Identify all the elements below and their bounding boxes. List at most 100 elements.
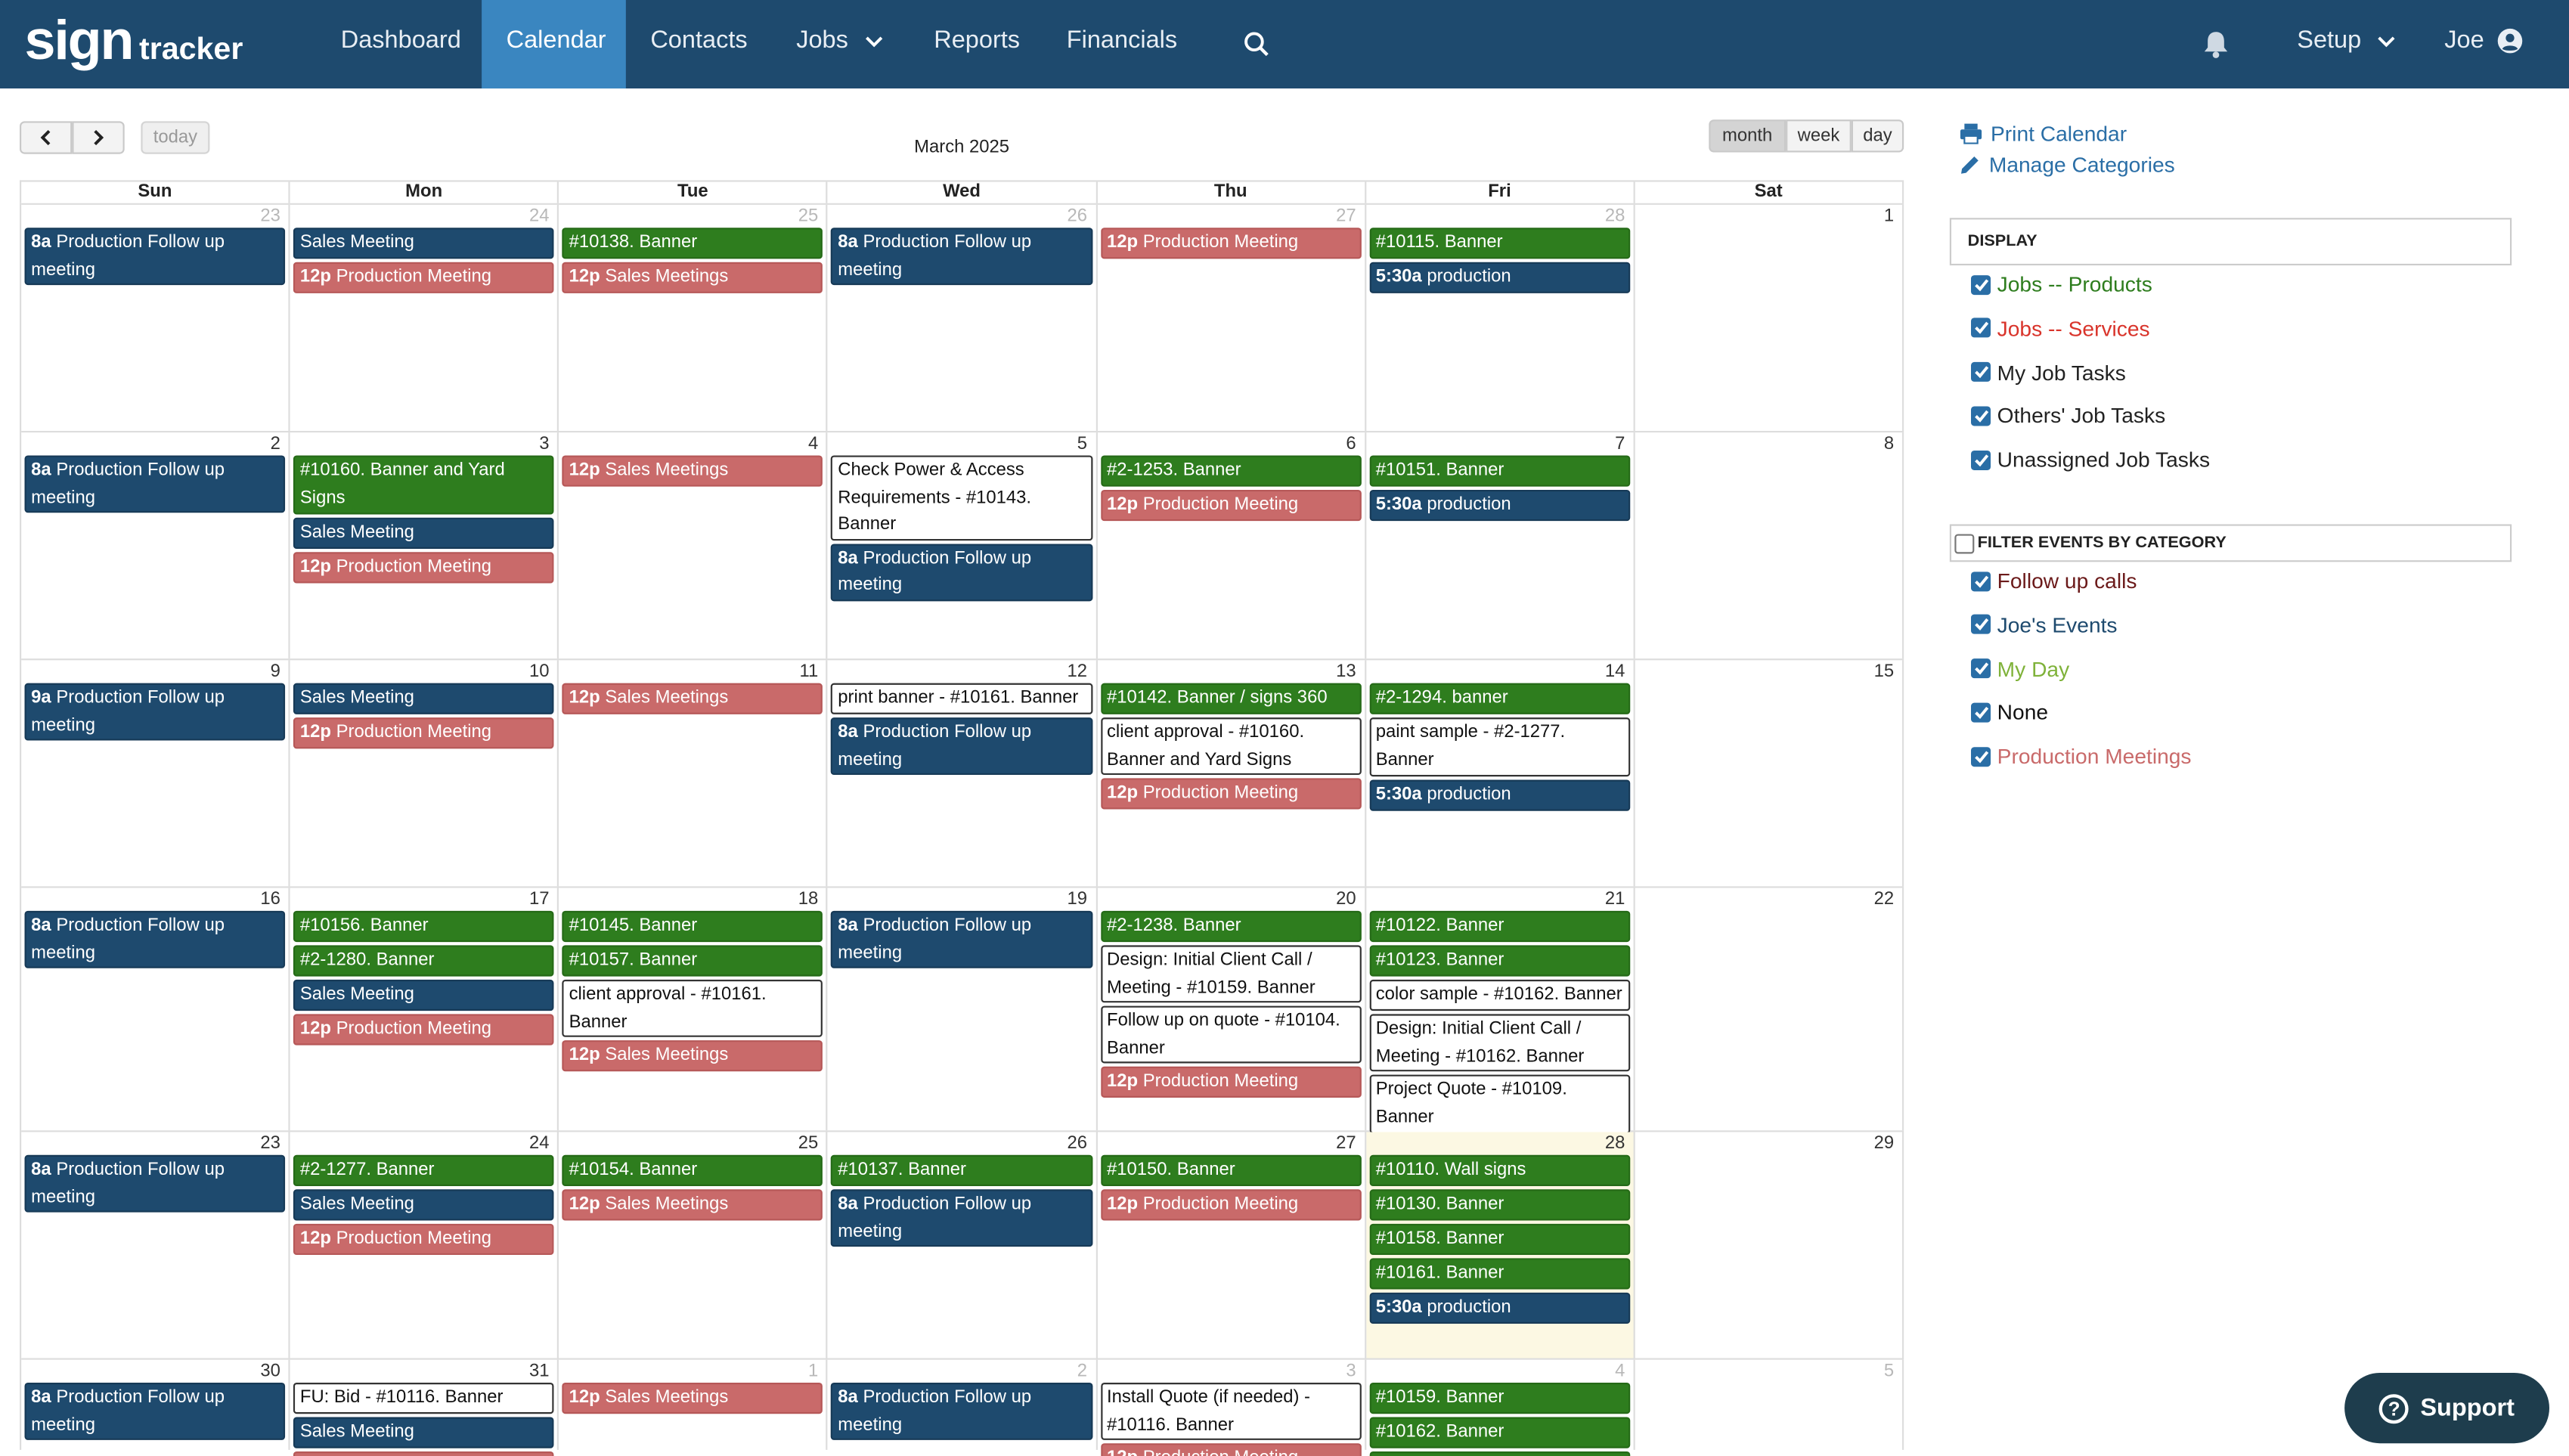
calendar-event[interactable]: FU: Bid - #10116. Banner (293, 1383, 555, 1414)
day-number[interactable]: 4 (1615, 1361, 1625, 1381)
calendar-event[interactable]: 12p Production Meeting (293, 1223, 555, 1255)
checkbox[interactable] (1971, 362, 1991, 383)
signtracker-logo[interactable]: sign tracker (25, 7, 243, 76)
day-cell[interactable]: 26 #10137. Banner 8a Production Follow up … (828, 1132, 1098, 1358)
calendar-event[interactable]: 12p Production Meeting (1100, 489, 1362, 522)
calendar-event[interactable]: #10137. Banner (831, 1154, 1092, 1186)
day-cell[interactable]: 15 (1635, 660, 1904, 887)
calendar-event[interactable]: #2-1253. Banner (1100, 455, 1362, 487)
day-cell[interactable]: 2 8a Production Follow up meeting (828, 1359, 1098, 1450)
calendar-event[interactable]: #10122. Banner (1369, 910, 1630, 943)
calendar-event[interactable]: #10115. Banner (1369, 228, 1630, 259)
calendar-event[interactable]: Install Quote (if needed) - #10116. Bann… (1100, 1383, 1362, 1440)
day-cell[interactable]: 30 8a Production Follow up meeting (21, 1359, 290, 1450)
bell-icon[interactable] (2202, 0, 2230, 88)
day-number[interactable]: 19 (1067, 889, 1087, 909)
calendar-event[interactable]: 8a Production Follow up meeting (831, 910, 1092, 968)
calendar-event[interactable]: #10151. Banner (1369, 455, 1630, 487)
day-number[interactable]: 18 (798, 889, 819, 909)
nav-reports[interactable]: Reports (934, 26, 1021, 54)
day-number[interactable]: 2 (1077, 1361, 1087, 1381)
day-number[interactable]: 25 (798, 1133, 819, 1154)
day-number[interactable]: 23 (260, 1133, 280, 1154)
calendar-event[interactable]: 12p Sales Meetings (562, 1040, 823, 1072)
calendar-event[interactable]: 12p Sales Meetings (562, 262, 823, 293)
calendar-event[interactable]: #10157. Banner (562, 945, 823, 977)
day-number[interactable]: 1 (1883, 206, 1895, 227)
calendar-event[interactable]: #10130. Banner (1369, 1189, 1630, 1221)
calendar-event[interactable]: #10154. Banner (562, 1154, 823, 1186)
day-cell-today[interactable]: 28 #10110. Wall signs #10130. Banner #10158… (1365, 1132, 1635, 1358)
day-number[interactable]: 3 (539, 434, 550, 454)
view-week-button[interactable]: week (1786, 119, 1852, 153)
day-number[interactable]: 6 (1346, 434, 1356, 454)
checkbox[interactable] (1971, 318, 1991, 339)
day-cell[interactable]: 24 #2-1277. Banner Sales Meeting 12p Produc… (290, 1132, 559, 1358)
filter-item[interactable]: Follow up calls (1971, 568, 2137, 593)
day-number[interactable]: 11 (799, 661, 819, 682)
day-cell[interactable]: 25 #10154. Banner 12p Sales Meetings (559, 1132, 829, 1358)
day-number[interactable]: 25 (798, 206, 819, 227)
calendar-event[interactable]: 12p Production Meeting (1100, 1443, 1362, 1456)
checkbox[interactable] (1971, 450, 1991, 470)
day-number[interactable]: 2 (270, 434, 280, 454)
calendar-event[interactable]: Sales Meeting (293, 228, 555, 259)
day-number[interactable]: 14 (1604, 661, 1625, 682)
nav-jobs[interactable]: Jobs (772, 0, 908, 88)
calendar-event[interactable]: #10138. Banner (562, 228, 823, 259)
display-item[interactable]: Unassigned Job Tasks (1971, 448, 2210, 472)
day-cell[interactable]: 8 (1635, 432, 1904, 659)
day-cell[interactable]: 16 8a Production Follow up meeting (21, 888, 290, 1131)
day-number[interactable]: 7 (1615, 434, 1625, 454)
calendar-event[interactable]: #10162. Banner (1369, 1417, 1630, 1448)
calendar-event[interactable]: #2-1280. Banner (293, 945, 555, 977)
nav-dashboard[interactable]: Dashboard (340, 26, 461, 54)
calendar-event[interactable]: Sales Meeting (293, 1417, 555, 1448)
day-cell[interactable]: 14 #2-1294. banner paint sample - #2-1277.… (1366, 660, 1635, 887)
calendar-event[interactable]: 12p Sales Meetings (562, 1383, 823, 1414)
day-number[interactable]: 22 (1873, 889, 1895, 909)
day-cell[interactable]: 9 9a Production Follow up meeting (21, 660, 290, 887)
calendar-event[interactable]: 8a Production Follow up meeting (831, 543, 1092, 601)
calendar-event[interactable]: #2-1277. Banner (293, 1154, 555, 1186)
calendar-event[interactable]: 12p Production Meeting (1100, 1189, 1362, 1221)
checkbox[interactable] (1971, 746, 1991, 767)
calendar-event[interactable]: 8a Production Follow up meeting (24, 910, 286, 968)
calendar-event[interactable]: 12p Production Meeting (293, 552, 555, 584)
calendar-event[interactable]: #2-1238. Banner (1100, 910, 1362, 943)
calendar-event[interactable]: #10156. Banner (293, 910, 555, 943)
checkbox[interactable] (1971, 406, 1991, 426)
calendar-event[interactable]: 8a Production Follow up meeting (831, 228, 1092, 286)
day-number[interactable]: 4 (808, 434, 819, 454)
calendar-event[interactable]: 12p Production Meeting (1100, 778, 1362, 810)
day-number[interactable]: 16 (260, 889, 280, 909)
checkbox[interactable] (1971, 615, 1991, 635)
checkbox[interactable] (1971, 571, 1991, 591)
filter-all-checkbox[interactable] (1954, 533, 1975, 553)
day-number[interactable]: 10 (529, 661, 550, 682)
calendar-event[interactable]: 5:30a production (1369, 779, 1630, 811)
calendar-event[interactable]: Design: Initial Client Call / Meeting - … (1369, 1014, 1630, 1072)
calendar-event[interactable]: Sales Meeting (293, 517, 555, 549)
day-cell[interactable]: 20 #2-1238. Banner Design: Initial Client … (1097, 888, 1366, 1131)
day-number[interactable]: 27 (1336, 206, 1356, 227)
display-item[interactable]: Jobs -- Services (1971, 316, 2150, 340)
calendar-event[interactable]: 12p Production Meeting (1100, 1066, 1362, 1098)
day-cell[interactable]: 6 #2-1253. Banner 12p Production Meeting (1097, 432, 1366, 659)
display-item[interactable]: Others' Job Tasks (1971, 404, 2165, 428)
day-cell[interactable]: 1 12p Sales Meetings (559, 1359, 829, 1450)
display-item[interactable]: Jobs -- Products (1971, 272, 2152, 296)
day-cell[interactable]: 4 #10159. Banner #10162. Banner #10168. Ban… (1366, 1359, 1635, 1456)
day-cell[interactable]: 5 Check Power & Access Requirements - #10… (828, 432, 1098, 659)
today-button[interactable]: today (141, 121, 210, 154)
filter-item[interactable]: My Day (1971, 656, 2069, 681)
calendar-event[interactable]: Sales Meeting (293, 683, 555, 714)
calendar-event[interactable]: #10159. Banner (1369, 1383, 1630, 1414)
calendar-event[interactable]: 12p Sales Meetings (562, 683, 823, 714)
calendar-event[interactable]: Design: Initial Client Call / Meeting - … (1100, 945, 1362, 1003)
day-number[interactable]: 21 (1604, 889, 1625, 909)
day-cell[interactable]: 4 12p Sales Meetings (559, 432, 829, 659)
day-number[interactable]: 15 (1873, 661, 1895, 682)
day-cell[interactable]: 5 (1635, 1359, 1904, 1450)
day-cell[interactable]: 29 (1635, 1132, 1904, 1358)
